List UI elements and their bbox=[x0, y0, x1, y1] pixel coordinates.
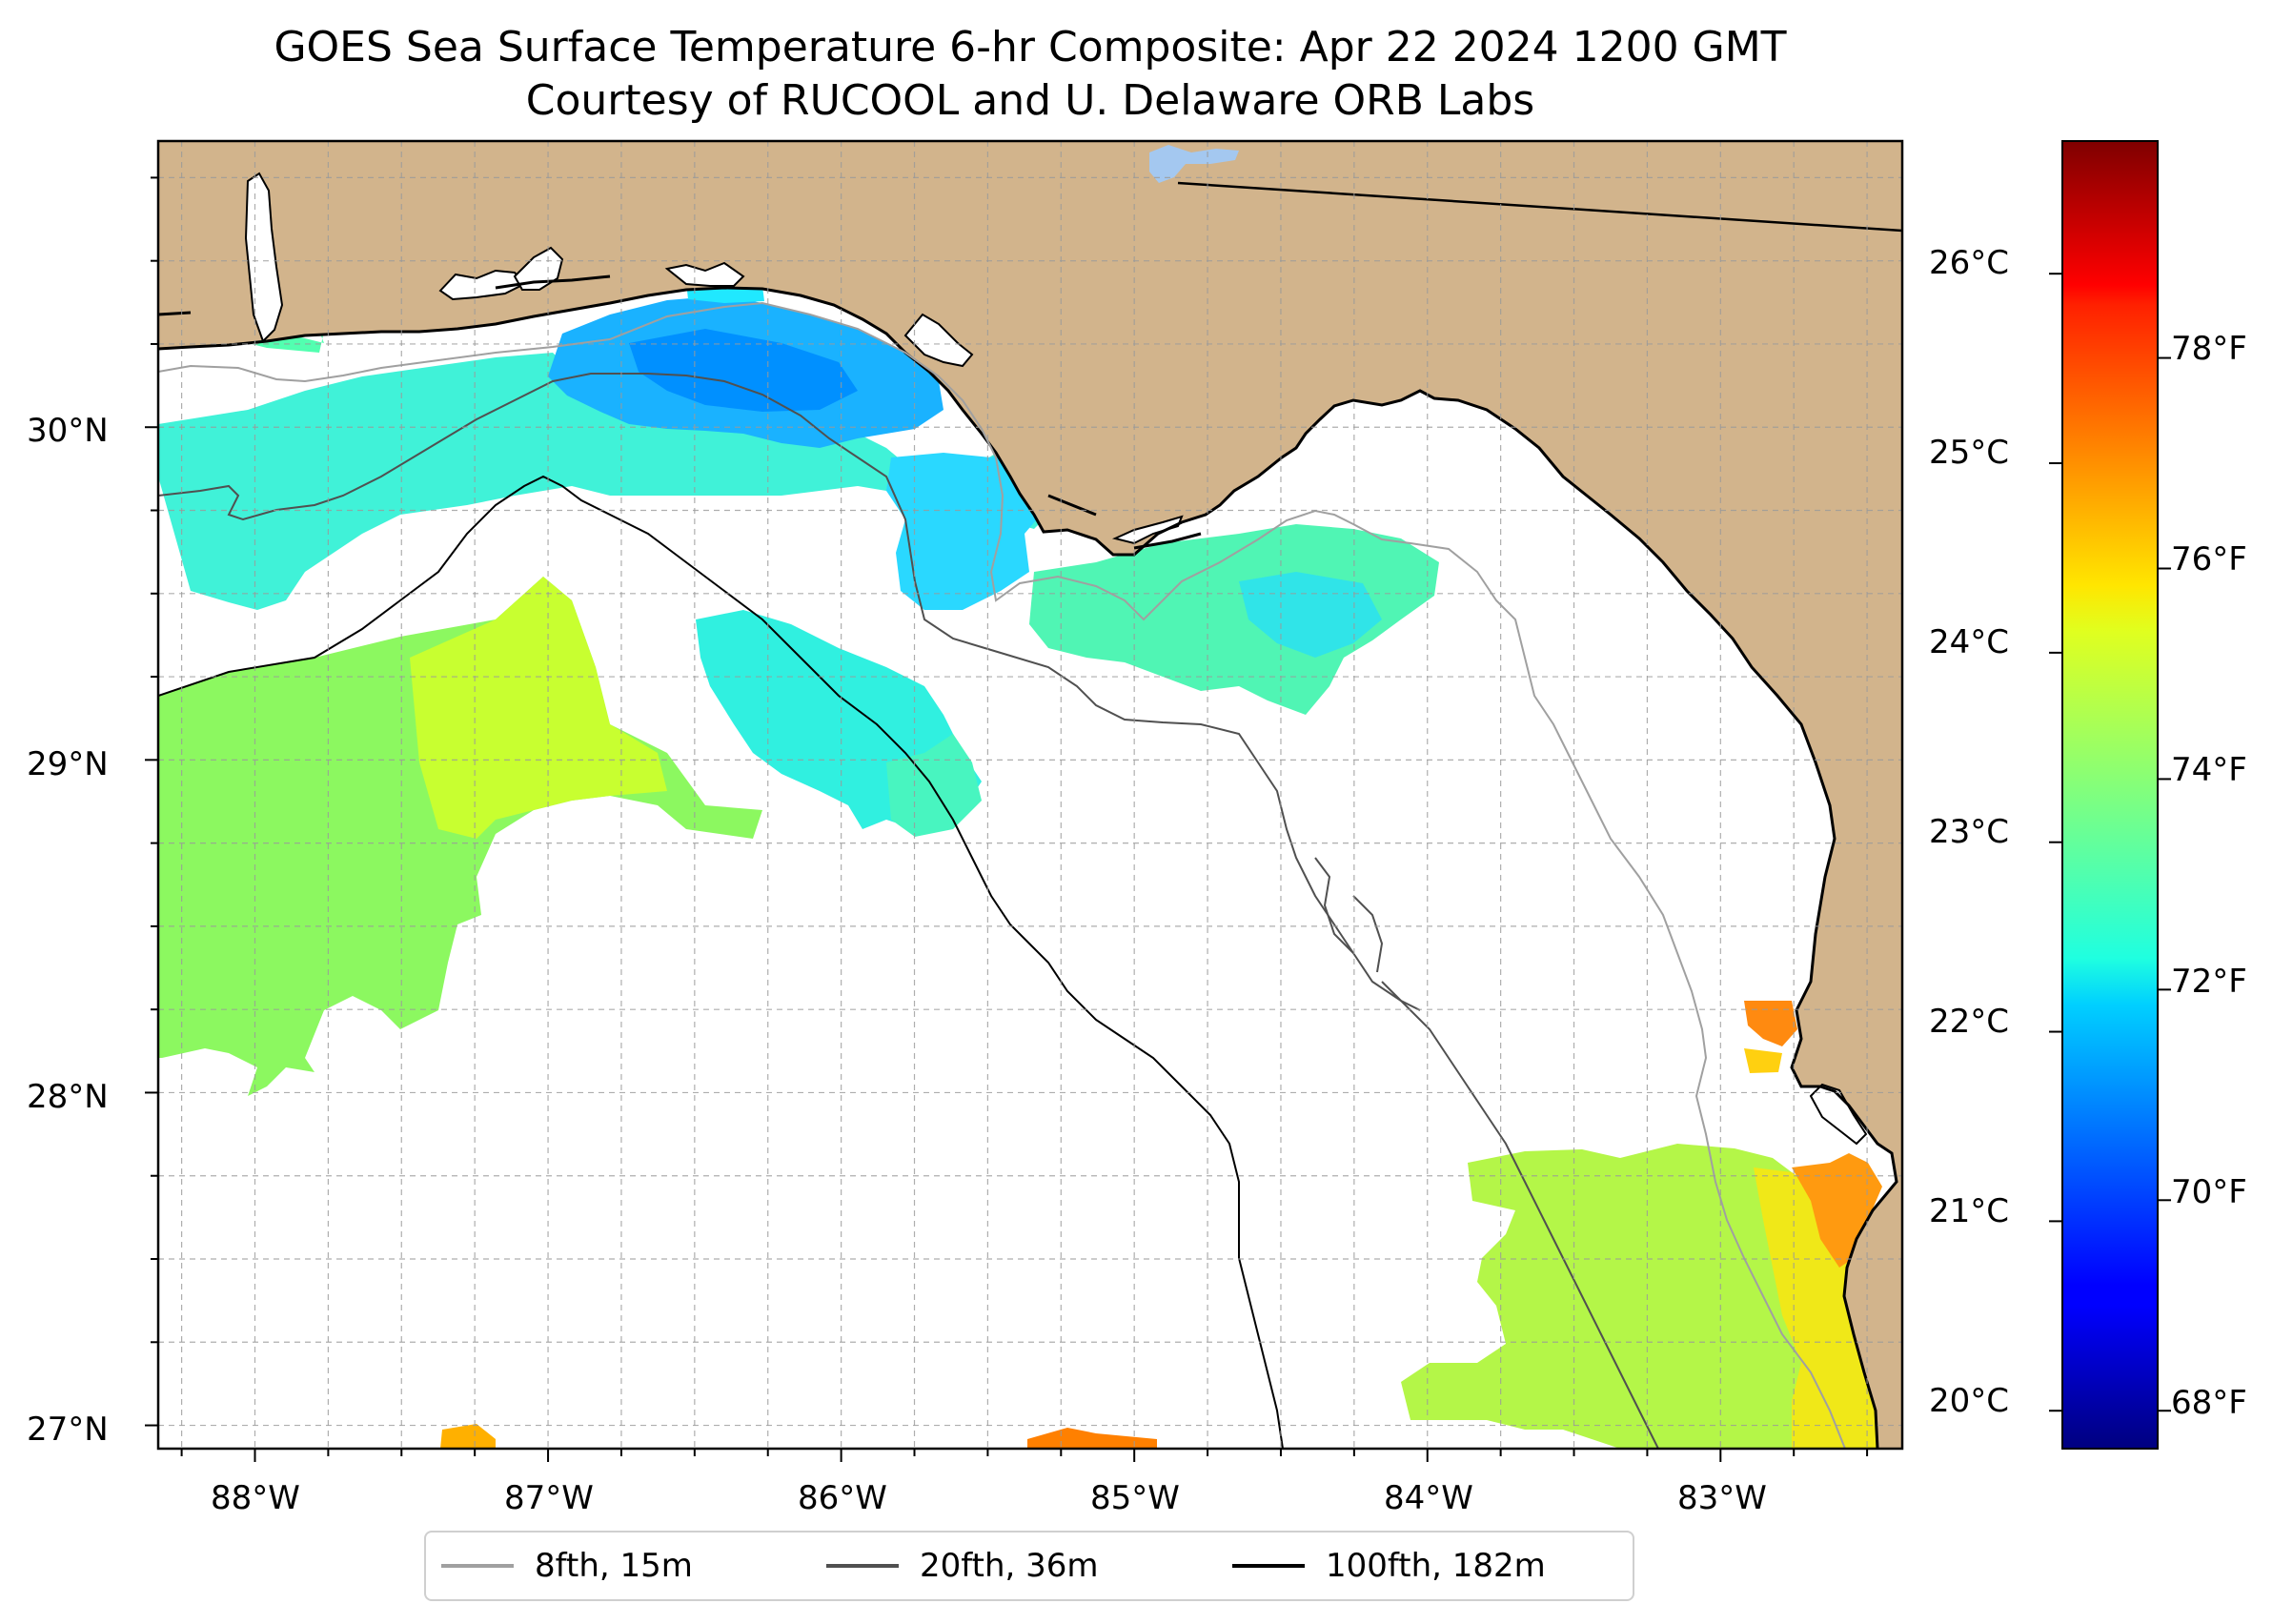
barrier-islands bbox=[158, 274, 1202, 550]
legend-swatch-8fth bbox=[441, 1564, 514, 1568]
apalachicola-bay bbox=[903, 313, 974, 368]
lon-label-83: 83°W bbox=[1677, 1479, 1767, 1517]
cb-label-25c: 25°C bbox=[1929, 434, 2010, 472]
cb-label-74f: 74°F bbox=[2171, 751, 2247, 789]
cb-label-70f: 70°F bbox=[2171, 1173, 2247, 1211]
colorbar-ticks bbox=[2049, 273, 2171, 1412]
legend-swatch-100fth bbox=[1232, 1564, 1305, 1568]
cb-label-26c: 26°C bbox=[1929, 244, 2010, 282]
map-title: GOES Sea Surface Temperature 6-hr Compos… bbox=[274, 23, 1787, 71]
lake-seminole bbox=[1149, 145, 1239, 183]
sst-patch-blue-core bbox=[629, 329, 858, 412]
lon-label-88: 88°W bbox=[211, 1479, 300, 1517]
lon-label-87: 87°W bbox=[504, 1479, 594, 1517]
cb-label-21c: 21°C bbox=[1929, 1192, 2010, 1230]
st-andrews-bay bbox=[664, 261, 745, 287]
lat-label-27: 27°N bbox=[27, 1411, 109, 1449]
sst-patch-tampa-yellow bbox=[1744, 1048, 1782, 1073]
legend-label-8fth: 8fth, 15m bbox=[535, 1547, 693, 1585]
cb-label-23c: 23°C bbox=[1929, 813, 2010, 851]
cb-label-76f: 76°F bbox=[2171, 540, 2247, 579]
colorbar bbox=[2061, 140, 2159, 1450]
lat-label-30: 30°N bbox=[27, 412, 109, 450]
contour-8fth bbox=[158, 301, 1846, 1449]
sst-patches bbox=[158, 269, 1902, 1449]
legend-label-20fth: 20fth, 36m bbox=[920, 1547, 1099, 1585]
legend-item-100fth: 100fth, 182m bbox=[1232, 1533, 1546, 1599]
sst-patch-west-warm bbox=[158, 577, 762, 1096]
contour-100fth bbox=[158, 475, 1284, 1449]
cb-label-20c: 20°C bbox=[1929, 1382, 2010, 1420]
contour-legend: 8fth, 15m 20fth, 36m 100fth, 182m bbox=[424, 1531, 1634, 1601]
legend-item-8fth: 8fth, 15m bbox=[441, 1533, 693, 1599]
map-frame bbox=[156, 139, 1904, 1451]
cb-label-24c: 24°C bbox=[1929, 623, 2010, 661]
choctawhatchee-bay bbox=[513, 246, 564, 291]
sst-patch-tampa-orange bbox=[1744, 1001, 1797, 1046]
contour-20fth bbox=[158, 373, 1659, 1449]
lat-label-28: 28°N bbox=[27, 1078, 109, 1116]
tampa-bay bbox=[1809, 1083, 1868, 1146]
map-subtitle: Courtesy of RUCOOL and U. Delaware ORB L… bbox=[525, 76, 1535, 125]
sst-patch-shelf-cyan bbox=[158, 353, 1048, 610]
sst-patch-bottom-orange-1 bbox=[440, 1424, 496, 1449]
sst-patch-bottom-orange-2 bbox=[1027, 1428, 1157, 1449]
apalachee-bay bbox=[1111, 515, 1184, 545]
cb-label-22c: 22°C bbox=[1929, 1003, 2010, 1041]
sst-patch-bigbend-green bbox=[1029, 524, 1439, 715]
cb-label-68f: 68°F bbox=[2171, 1384, 2247, 1422]
cb-label-78f: 78°F bbox=[2171, 330, 2247, 368]
lon-label-86: 86°W bbox=[798, 1479, 887, 1517]
state-border bbox=[1177, 181, 1902, 233]
map-axis-ticks bbox=[145, 176, 1869, 1462]
lon-label-84: 84°W bbox=[1384, 1479, 1473, 1517]
lat-label-29: 29°N bbox=[27, 745, 109, 783]
legend-swatch-20fth bbox=[826, 1564, 899, 1568]
sst-patch-west-yellow bbox=[410, 577, 667, 839]
legend-item-20fth: 20fth, 36m bbox=[826, 1533, 1099, 1599]
land-mass bbox=[158, 141, 1902, 1449]
contour-20fth-islands bbox=[1314, 857, 1421, 1011]
map-gridlines bbox=[158, 141, 1902, 1449]
cb-label-72f: 72°F bbox=[2171, 963, 2247, 1001]
lon-label-85: 85°W bbox=[1090, 1479, 1180, 1517]
coastline bbox=[158, 286, 1898, 1449]
legend-label-100fth: 100fth, 182m bbox=[1326, 1547, 1546, 1585]
